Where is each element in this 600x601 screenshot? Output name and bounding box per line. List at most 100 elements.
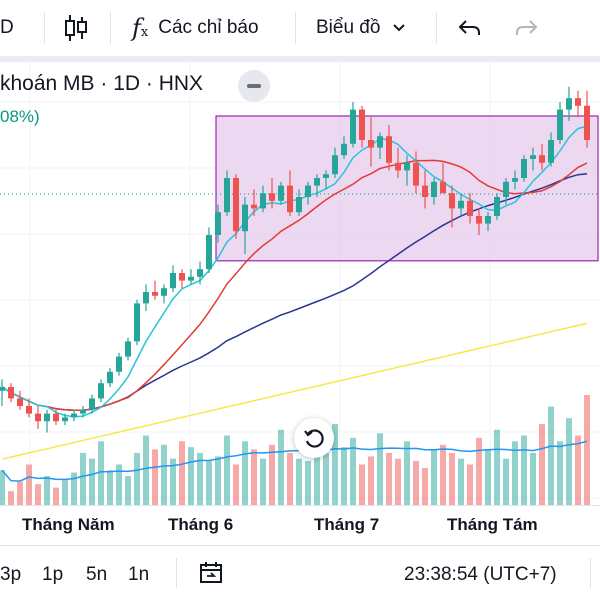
indicators-label: Các chỉ báo: [158, 17, 259, 38]
candle-body: [584, 105, 590, 140]
candle-body: [296, 197, 302, 213]
volume-bar: [503, 458, 509, 505]
candle-body: [521, 159, 527, 178]
volume-bar: [98, 441, 104, 505]
range-button-1p[interactable]: 1p: [42, 564, 64, 585]
candle-body: [269, 193, 275, 201]
volume-bar: [152, 449, 158, 505]
candle-body: [377, 136, 383, 148]
volume-bar: [71, 472, 77, 505]
candle-body: [359, 109, 365, 140]
candle-body: [548, 140, 554, 163]
candle-body: [215, 212, 221, 235]
volume-bar: [80, 452, 86, 505]
volume-bar: [125, 476, 131, 505]
candle-body: [17, 398, 23, 406]
candle-body: [143, 292, 149, 304]
candle-body: [575, 98, 581, 106]
candle-body: [386, 136, 392, 163]
candle-body: [116, 356, 122, 372]
candle-body: [566, 98, 572, 110]
candle-body: [197, 269, 203, 277]
candle-body: [494, 197, 500, 216]
volume-bar: [323, 452, 329, 505]
range-button-3p[interactable]: 3p: [0, 564, 22, 585]
time-axis[interactable]: Tháng Năm Tháng 6 Tháng 7 Tháng Tám: [0, 505, 600, 546]
indicators-button[interactable]: fx Các chỉ báo: [132, 0, 259, 56]
volume-bar: [296, 458, 302, 505]
candle-body: [251, 204, 257, 209]
candle-body: [305, 185, 311, 197]
ma-fast-line: [1, 125, 588, 418]
candle-body: [35, 413, 41, 422]
volume-bar: [179, 441, 185, 505]
volume-bar: [521, 435, 527, 505]
volume-bar: [539, 423, 545, 505]
toolbar-divider: [176, 558, 177, 588]
candle-body: [368, 140, 374, 148]
volume-bar: [377, 433, 383, 505]
range-button-5n[interactable]: 5n: [86, 564, 108, 585]
toolbar-divider: [590, 558, 591, 588]
toolbar-divider: [44, 12, 45, 44]
candle-body: [422, 185, 428, 197]
candle-body: [485, 216, 491, 224]
candle-body: [26, 406, 32, 414]
volume-bar: [314, 441, 320, 505]
candle-body: [170, 273, 176, 289]
undo-icon: [458, 20, 480, 35]
volume-bar: [134, 452, 140, 505]
collapse-legend-button[interactable]: [238, 70, 270, 102]
candle-body: [242, 204, 248, 232]
chart-type-label: Biểu đồ: [316, 17, 381, 38]
volume-bar: [197, 452, 203, 505]
chart-type-button[interactable]: Biểu đồ: [316, 0, 406, 56]
candle-body: [188, 276, 194, 281]
volume-bar: [494, 429, 500, 505]
volume-bar: [449, 452, 455, 505]
reset-chart-button[interactable]: [294, 418, 334, 458]
ma-long-line: [1, 322, 588, 460]
candle-body: [395, 162, 401, 171]
volume-bar: [17, 481, 23, 505]
volume-bar: [215, 456, 221, 505]
candle-body: [161, 288, 167, 296]
candle-body: [458, 200, 464, 209]
candle-body: [332, 155, 338, 175]
chart-pane[interactable]: [0, 62, 600, 505]
volume-bar: [89, 458, 95, 505]
volume-bar: [26, 464, 32, 505]
volume-bar: [143, 435, 149, 505]
go-to-date-button[interactable]: [198, 561, 224, 590]
timezone-clock[interactable]: 23:38:54 (UTC+7): [404, 564, 557, 585]
volume-bar: [431, 449, 437, 505]
undo-button[interactable]: [458, 0, 482, 56]
volume-bar: [53, 487, 59, 505]
volume-bar: [8, 491, 14, 505]
interval-button[interactable]: D: [0, 0, 14, 56]
candle-body: [557, 109, 563, 140]
volume-bar: [485, 449, 491, 505]
redo-button[interactable]: [514, 0, 538, 56]
candle-body: [206, 235, 212, 270]
candle-body: [125, 341, 131, 357]
volume-bar: [395, 458, 401, 505]
symbol-legend-title: khoán MB · 1D · HNX: [0, 72, 204, 95]
candle-body: [80, 409, 86, 414]
candle-body: [0, 387, 5, 391]
range-button-1n[interactable]: 1n: [128, 564, 150, 585]
volume-bar: [422, 467, 428, 505]
toolbar-divider: [295, 12, 296, 44]
volume-bar: [557, 441, 563, 505]
volume-bar: [548, 406, 554, 505]
candle-body: [287, 185, 293, 213]
volume-bar: [476, 437, 482, 505]
candle-body: [476, 216, 482, 224]
candles-icon[interactable]: [64, 0, 88, 56]
volume-bar: [467, 464, 473, 505]
volume-bar: [206, 461, 212, 505]
candle-body: [44, 413, 50, 422]
volume-bar: [341, 447, 347, 505]
volume-bar: [575, 435, 581, 505]
candle-body: [449, 193, 455, 209]
